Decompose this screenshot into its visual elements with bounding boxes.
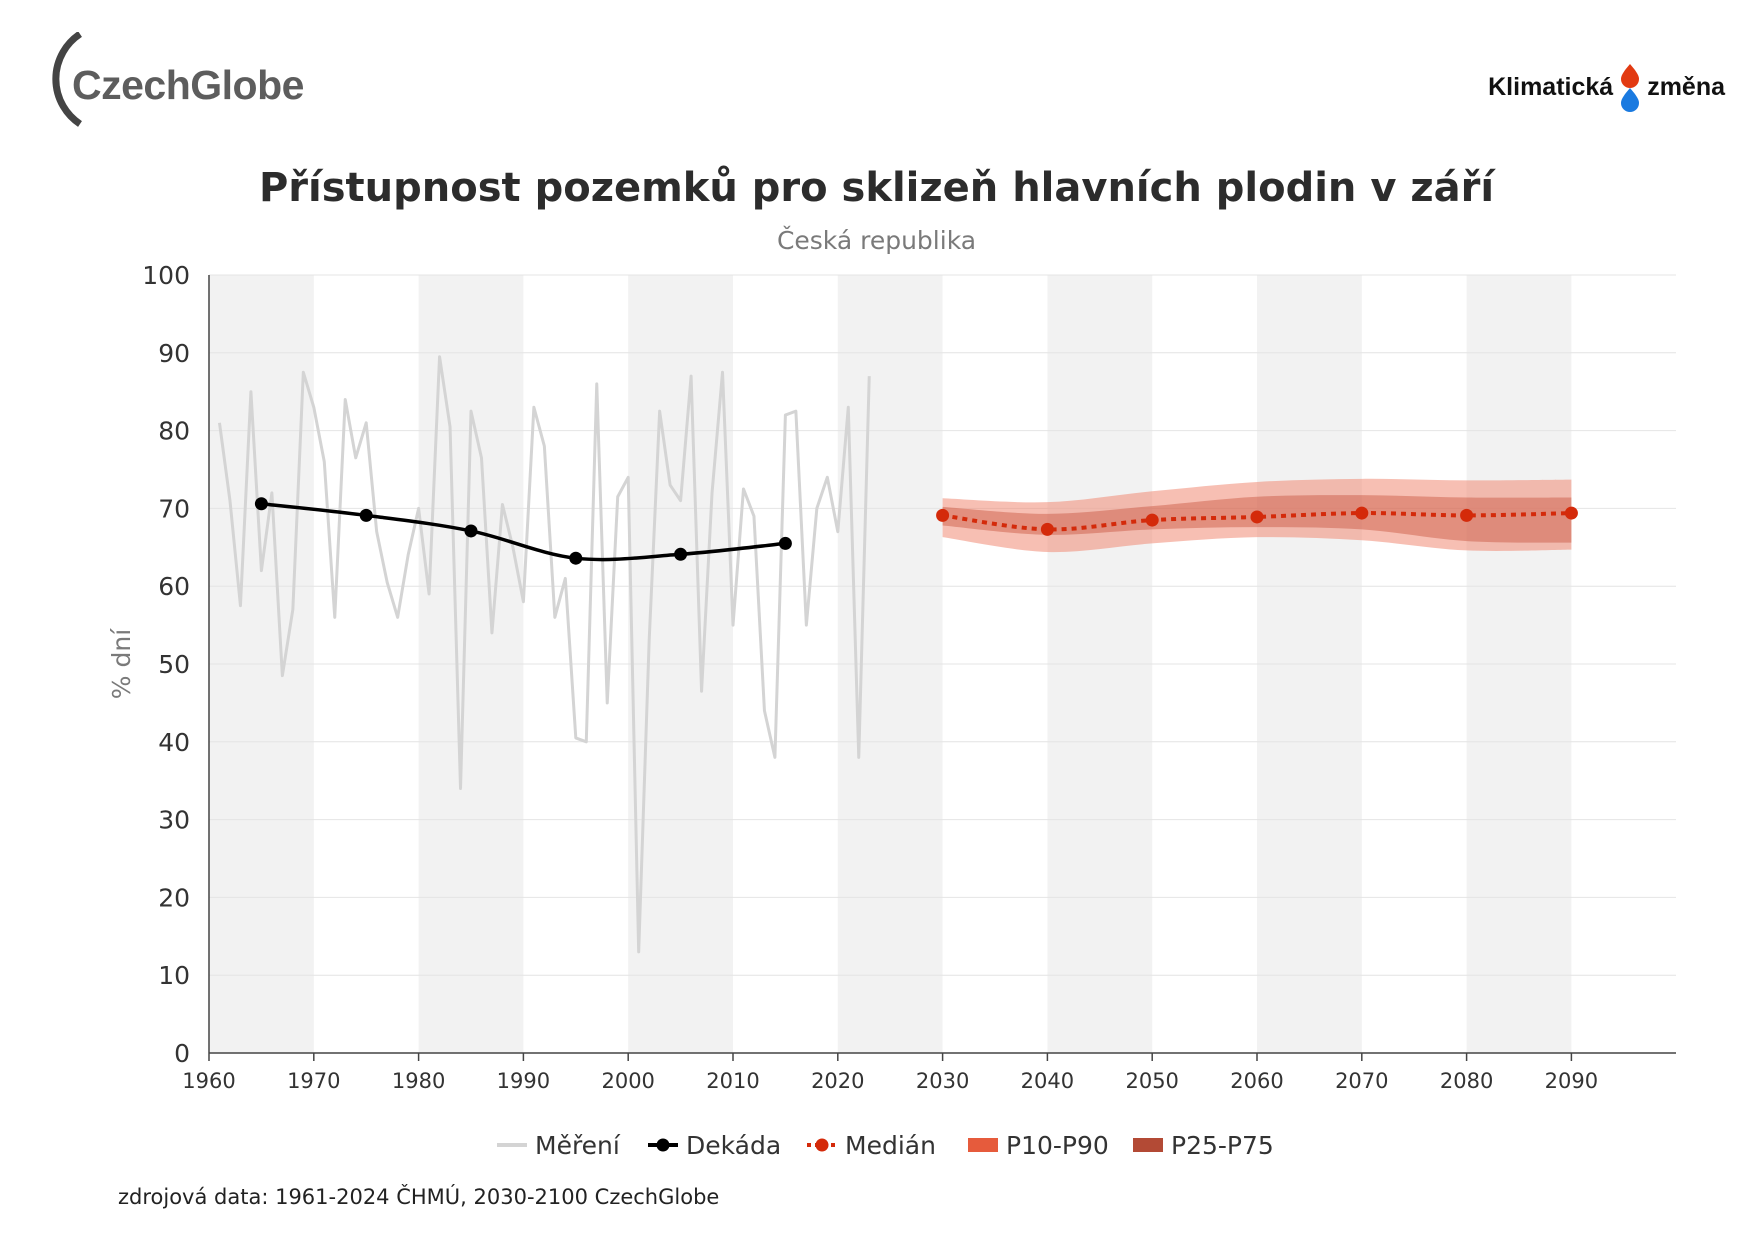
y-tick-label: 60 — [158, 572, 190, 601]
y-tick-label: 30 — [158, 806, 190, 835]
drops-icon — [1621, 64, 1640, 112]
decade-line — [261, 501, 786, 562]
x-tick-label: 2010 — [706, 1069, 759, 1093]
decade-point — [569, 551, 583, 565]
x-tick-label: 1970 — [287, 1069, 340, 1093]
x-tick-label: 1960 — [182, 1069, 235, 1093]
x-tick-label: 2080 — [1440, 1069, 1493, 1093]
x-tick-label: 2000 — [601, 1069, 654, 1093]
x-tick-label: 2070 — [1335, 1069, 1388, 1093]
klimaticka-word: Klimatická — [1488, 72, 1614, 101]
x-tick-label: 2050 — [1125, 1069, 1178, 1093]
x-tick-label: 2040 — [1021, 1069, 1074, 1093]
median-point — [1250, 510, 1264, 524]
decade-point — [464, 524, 478, 538]
klimaticka-zmena-logo: Klimatická změna — [1488, 62, 1725, 112]
chart-subtitle: Česká republika — [776, 226, 977, 255]
median-point — [1460, 508, 1474, 522]
legend-median-dot — [815, 1138, 829, 1152]
x-tick-label: 1980 — [392, 1069, 445, 1093]
zmena-word: změna — [1647, 72, 1725, 101]
decade-point — [778, 536, 792, 550]
measured-line — [217, 355, 871, 954]
y-tick-label: 80 — [158, 417, 190, 446]
x-tick-label: 2030 — [916, 1069, 969, 1093]
czechglobe-wordmark: CzechGlobe — [72, 62, 304, 109]
czechglobe-logo: CzechGlobe — [38, 32, 338, 142]
czechglobe-arc-icon — [52, 32, 83, 127]
legend-median-label: Medián — [845, 1131, 936, 1160]
y-tick-label: 90 — [158, 339, 190, 368]
median-point — [1355, 506, 1369, 520]
czechglobe-part1: Czech — [72, 62, 191, 108]
x-tick-label: 2060 — [1230, 1069, 1283, 1093]
legend-p10-p90-swatch — [968, 1138, 998, 1152]
legend-p10-p90-label: P10-P90 — [1006, 1131, 1109, 1160]
decade-point — [674, 547, 688, 561]
median-point — [1564, 506, 1578, 520]
y-tick-label: 0 — [174, 1039, 190, 1068]
y-tick-label: 40 — [158, 728, 190, 757]
chart-title: Přístupnost pozemků pro sklizeň hlavních… — [258, 165, 1495, 211]
legend-decade-dot — [656, 1138, 670, 1152]
decade-point — [359, 508, 373, 522]
x-tick-label: 2090 — [1545, 1069, 1598, 1093]
y-axis-label: % dní — [107, 628, 136, 699]
legend-p25-p75-label: P25-P75 — [1171, 1131, 1274, 1160]
source-note: zdrojová data: 1961-2024 ČHMÚ, 2030-2100… — [118, 1185, 720, 1209]
decade-point — [254, 497, 268, 511]
median-point — [1040, 522, 1054, 536]
y-tick-label: 70 — [158, 494, 190, 523]
x-tick-label: 1990 — [497, 1069, 550, 1093]
y-tick-label: 100 — [142, 261, 190, 290]
legend-measured-label: Měření — [535, 1131, 621, 1160]
median-point — [1145, 513, 1159, 527]
legend-decade-label: Dekáda — [686, 1131, 781, 1160]
x-tick-label: 2020 — [811, 1069, 864, 1093]
czechglobe-part2: Globe — [190, 62, 304, 108]
median-point — [936, 508, 950, 522]
y-tick-label: 10 — [158, 961, 190, 990]
y-tick-label: 20 — [158, 883, 190, 912]
y-tick-label: 50 — [158, 650, 190, 679]
legend-p25-p75-swatch — [1133, 1138, 1163, 1152]
